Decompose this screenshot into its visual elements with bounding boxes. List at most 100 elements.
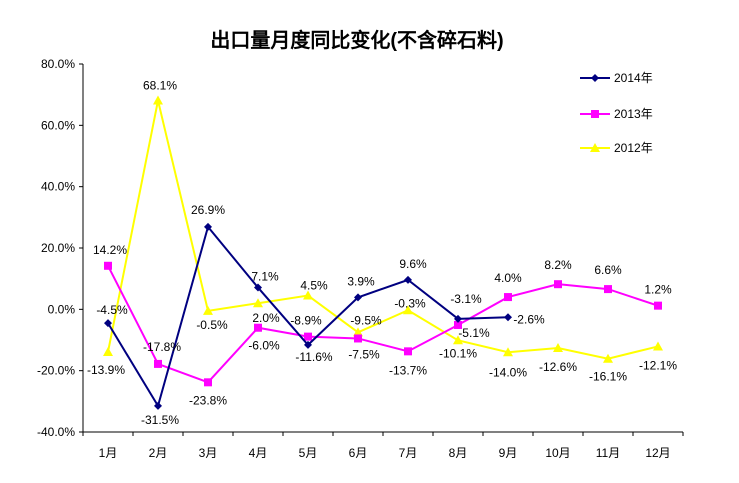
- legend-label: 2012年: [614, 141, 653, 155]
- data-label: -13.9%: [87, 363, 125, 377]
- x-tick-label: 7月: [399, 446, 418, 460]
- data-point: [254, 323, 262, 332]
- x-tick-label: 4月: [249, 446, 268, 460]
- legend-item: 2013年: [580, 107, 653, 121]
- data-point: [404, 347, 412, 356]
- data-point: [104, 319, 112, 328]
- data-label: 2.0%: [252, 311, 280, 325]
- x-tick-label: 2月: [149, 446, 168, 460]
- y-tick-label: -20.0%: [37, 364, 75, 378]
- data-point: [454, 314, 462, 323]
- legend: 2014年 2013年 2012年: [580, 71, 653, 155]
- x-tick-label: 11月: [596, 446, 620, 460]
- data-point: [154, 359, 162, 368]
- data-point: [103, 346, 113, 356]
- data-point: [654, 301, 662, 310]
- data-label: 14.2%: [93, 243, 127, 257]
- legend-item: 2012年: [580, 141, 653, 155]
- data-label: 68.1%: [143, 78, 177, 92]
- data-label: -6.0%: [248, 339, 280, 353]
- data-label: 4.0%: [494, 271, 522, 285]
- legend-marker: [591, 74, 599, 82]
- data-point: [404, 275, 412, 284]
- x-tick-label: 6月: [349, 446, 368, 460]
- x-tick-label: 12月: [645, 446, 670, 460]
- data-point: [204, 378, 212, 387]
- data-label: -31.5%: [141, 413, 179, 427]
- data-point: [653, 341, 663, 351]
- series-line: [107, 265, 659, 384]
- data-label: -13.7%: [389, 363, 427, 377]
- data-point: [303, 290, 313, 300]
- data-label: 7.1%: [251, 270, 279, 284]
- x-tick-label: 5月: [299, 446, 318, 460]
- series-2012年: [103, 95, 663, 363]
- series-line: [107, 100, 659, 360]
- data-label: 8.2%: [544, 258, 572, 272]
- data-point: [203, 305, 213, 315]
- legend-marker: [590, 143, 600, 152]
- data-point: [454, 320, 462, 329]
- data-label: -16.1%: [589, 370, 627, 384]
- data-label: -0.3%: [394, 296, 426, 310]
- legend-label: 2013年: [614, 107, 653, 121]
- data-point: [603, 353, 613, 363]
- data-label: -23.8%: [189, 393, 227, 407]
- data-point: [554, 280, 562, 289]
- data-label: -7.5%: [348, 347, 380, 361]
- data-point: [354, 293, 362, 302]
- data-label: -14.0%: [489, 365, 527, 379]
- data-label: -12.1%: [639, 358, 677, 372]
- data-point: [354, 334, 362, 343]
- y-tick-label: 40.0%: [41, 180, 75, 194]
- x-tick-label: 8月: [449, 446, 468, 460]
- x-tick-label: 10月: [545, 446, 570, 460]
- data-label: -10.1%: [439, 346, 477, 360]
- x-tick-label: 3月: [199, 446, 218, 460]
- data-point: [504, 313, 512, 322]
- legend-item: 2014年: [580, 71, 653, 85]
- data-point: [304, 332, 312, 341]
- data-label: -4.5%: [96, 303, 128, 317]
- series-2013年: [104, 261, 662, 387]
- data-point: [154, 401, 162, 410]
- data-label: 1.2%: [644, 283, 672, 297]
- data-point: [304, 340, 312, 349]
- data-label: 4.5%: [300, 279, 328, 293]
- data-label: 3.9%: [347, 274, 375, 288]
- data-label: -5.1%: [458, 326, 490, 340]
- data-label: 9.6%: [399, 257, 427, 271]
- x-tick-label: 1月: [99, 446, 118, 460]
- data-label: -9.5%: [350, 313, 382, 327]
- data-label: -8.9%: [290, 314, 322, 328]
- x-tick-label: 9月: [499, 446, 518, 460]
- data-point: [604, 285, 612, 294]
- data-point: [153, 95, 163, 105]
- data-point: [403, 305, 413, 315]
- data-point: [453, 335, 463, 345]
- data-point: [503, 347, 513, 357]
- data-label: -11.6%: [295, 350, 332, 364]
- data-point: [353, 327, 363, 337]
- y-tick-label: 0.0%: [48, 302, 76, 316]
- data-label: -3.1%: [450, 292, 482, 306]
- data-point: [254, 283, 262, 292]
- data-point: [504, 293, 512, 302]
- series-2014年: [104, 222, 512, 410]
- data-point: [553, 342, 563, 352]
- data-label: 6.6%: [594, 263, 622, 277]
- y-tick-label: 60.0%: [41, 118, 75, 132]
- data-label: -17.8%: [143, 340, 181, 354]
- y-tick-label: -40.0%: [37, 425, 75, 439]
- data-point: [104, 261, 112, 270]
- y-tick-label: 80.0%: [41, 57, 75, 71]
- data-point: [204, 222, 212, 231]
- data-point: [253, 298, 263, 308]
- data-label: -0.5%: [196, 318, 228, 332]
- legend-marker: [591, 110, 599, 118]
- y-tick-label: 20.0%: [41, 241, 75, 255]
- legend-label: 2014年: [614, 71, 653, 85]
- data-label: -2.6%: [513, 312, 545, 326]
- chart-title: 出口量月度同比变化(不含碎石料): [210, 28, 503, 52]
